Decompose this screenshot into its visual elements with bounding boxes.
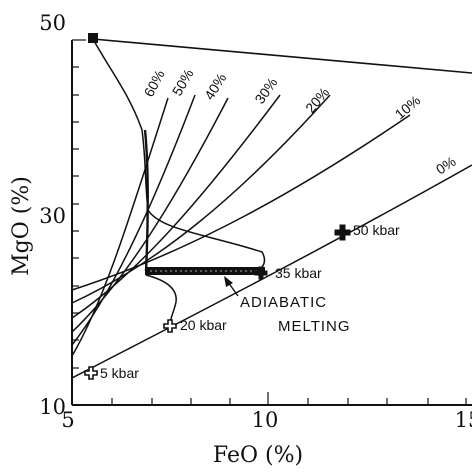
label-5kbar: 5 kbar (100, 365, 139, 381)
upper-boundary-line (92, 38, 472, 74)
contour-0 (71, 164, 472, 379)
contour-60 (71, 97, 169, 357)
melt-contours (71, 94, 472, 379)
marker-50kbar (334, 224, 351, 241)
y-axis-title: MgO (%) (9, 176, 34, 276)
pressure-markers (84, 224, 351, 380)
label-50kbar: 50 kbar (353, 222, 400, 238)
lower-path (145, 274, 177, 326)
x-axis-ticks (111, 392, 467, 405)
marker-5kbar (84, 366, 98, 380)
marker-35kbar (254, 266, 268, 280)
y-tick-50: 50 (39, 11, 66, 35)
contour-40 (71, 97, 229, 333)
y-tick-30: 30 (39, 204, 66, 228)
annotation-arrow-head (224, 276, 233, 287)
source-marker (88, 33, 98, 43)
y-tick-10: 10 (39, 395, 66, 419)
x-tick-5: 5 (61, 408, 74, 432)
contour-50 (71, 94, 196, 346)
melt-label-10: 10% (392, 92, 424, 122)
melt-label-20: 20% (302, 84, 332, 116)
contour-10 (71, 114, 411, 291)
melt-label-30: 30% (251, 75, 280, 107)
melt-label-50: 50% (169, 66, 197, 98)
x-tick-15: 15 (455, 408, 472, 432)
x-axis-title: FeO (%) (213, 443, 303, 468)
label-20kbar: 20 kbar (180, 317, 227, 333)
melt-label-40: 40% (201, 70, 229, 102)
residue-curve-inner (143, 129, 149, 272)
contour-30 (71, 94, 281, 319)
marker-20kbar (163, 319, 177, 333)
x-tick-10: 10 (252, 408, 279, 432)
melt-label-60: 60% (141, 67, 168, 99)
label-35kbar: 35 kbar (275, 265, 322, 281)
contour-20 (71, 94, 331, 304)
y-axis-ticks (72, 39, 86, 369)
annotation-line1: ADIABATIC (240, 294, 327, 311)
annotation-line2: MELTING (278, 318, 351, 335)
melt-labels: 60% 50% 40% 30% 20% 10% 0% (141, 66, 459, 177)
